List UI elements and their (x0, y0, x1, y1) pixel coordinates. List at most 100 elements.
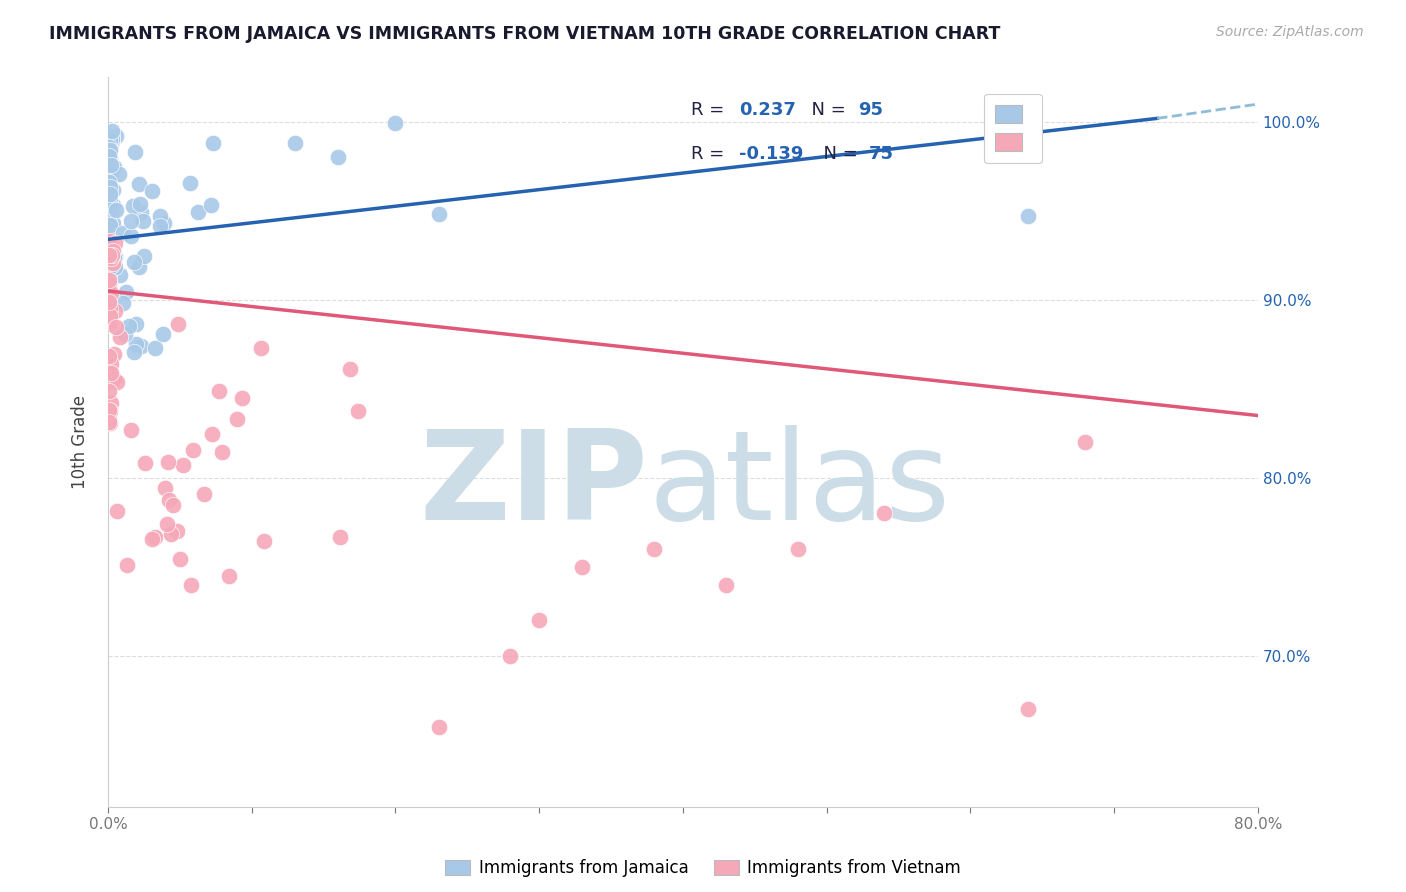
Point (103, 183, 125, 197)
Point (120, 229, 142, 244)
Point (98, 140, 121, 154)
Text: 75: 75 (869, 145, 894, 163)
Point (98, 149, 121, 163)
Point (180, 578, 202, 592)
Point (124, 145, 146, 160)
Point (166, 524, 188, 538)
Point (250, 341, 273, 355)
Point (98, 238, 121, 252)
Point (104, 250, 127, 264)
Point (226, 412, 249, 426)
Point (527, 613, 550, 627)
Point (98, 293, 121, 307)
Point (427, 720, 450, 734)
Point (111, 295, 134, 310)
Point (101, 131, 124, 145)
Point (98, 252, 121, 267)
Point (98, 239, 121, 253)
Point (101, 198, 124, 212)
Point (124, 255, 146, 269)
Point (128, 260, 150, 274)
Text: IMMIGRANTS FROM JAMAICA VS IMMIGRANTS FROM VIETNAM 10TH GRADE CORRELATION CHART: IMMIGRANTS FROM JAMAICA VS IMMIGRANTS FR… (49, 25, 1001, 43)
Point (98, 256, 121, 270)
Point (120, 214, 142, 228)
Point (98, 308, 121, 322)
Point (101, 124, 124, 138)
Point (571, 559, 593, 574)
Point (98, 267, 121, 281)
Point (129, 205, 152, 219)
Point (100, 251, 122, 265)
Point (1017, 209, 1039, 223)
Point (121, 199, 143, 213)
Point (98, 187, 121, 202)
Point (201, 136, 224, 150)
Text: atlas: atlas (648, 425, 950, 547)
Legend: , : , (984, 94, 1042, 163)
Point (100, 286, 122, 301)
Point (98, 219, 121, 233)
Point (141, 532, 163, 546)
Point (98, 234, 121, 248)
Point (108, 268, 131, 282)
Point (873, 507, 896, 521)
Point (103, 160, 125, 174)
Point (208, 384, 231, 398)
Point (153, 215, 176, 229)
Point (183, 443, 205, 458)
Point (329, 530, 352, 544)
Point (98, 175, 121, 189)
Point (1074, 435, 1097, 450)
Point (167, 317, 190, 331)
Point (98, 214, 121, 228)
Point (172, 458, 194, 473)
Point (104, 202, 127, 217)
Point (149, 209, 172, 223)
Point (98, 259, 121, 273)
Point (98, 230, 121, 244)
Point (98, 375, 121, 389)
Point (105, 319, 128, 334)
Point (100, 357, 122, 371)
Point (100, 260, 122, 274)
Point (98, 194, 121, 209)
Point (98, 144, 121, 158)
Point (427, 207, 450, 221)
Point (155, 481, 177, 495)
Point (98, 384, 121, 398)
Point (253, 533, 276, 548)
Point (103, 347, 125, 361)
Point (157, 493, 180, 508)
Point (98, 248, 121, 262)
Point (218, 569, 240, 583)
Point (134, 249, 156, 263)
Point (128, 177, 150, 191)
Point (98, 252, 121, 267)
Point (98, 268, 121, 282)
Point (104, 260, 127, 275)
Point (100, 251, 122, 265)
Point (100, 134, 122, 148)
Point (98, 274, 121, 288)
Point (159, 526, 181, 541)
Point (200, 198, 222, 212)
Point (152, 326, 174, 341)
Point (98, 261, 121, 276)
Point (156, 455, 179, 469)
Point (108, 167, 131, 181)
Point (98, 295, 121, 310)
Point (98, 402, 121, 417)
Point (98, 416, 121, 430)
Point (117, 558, 139, 572)
Point (201, 427, 224, 442)
Point (101, 244, 124, 259)
Point (122, 344, 145, 359)
Point (786, 541, 808, 556)
Point (98, 301, 121, 316)
Point (179, 176, 201, 190)
Point (98, 151, 121, 165)
Point (103, 254, 125, 268)
Point (284, 136, 307, 150)
Point (211, 444, 233, 458)
Point (98, 257, 121, 271)
